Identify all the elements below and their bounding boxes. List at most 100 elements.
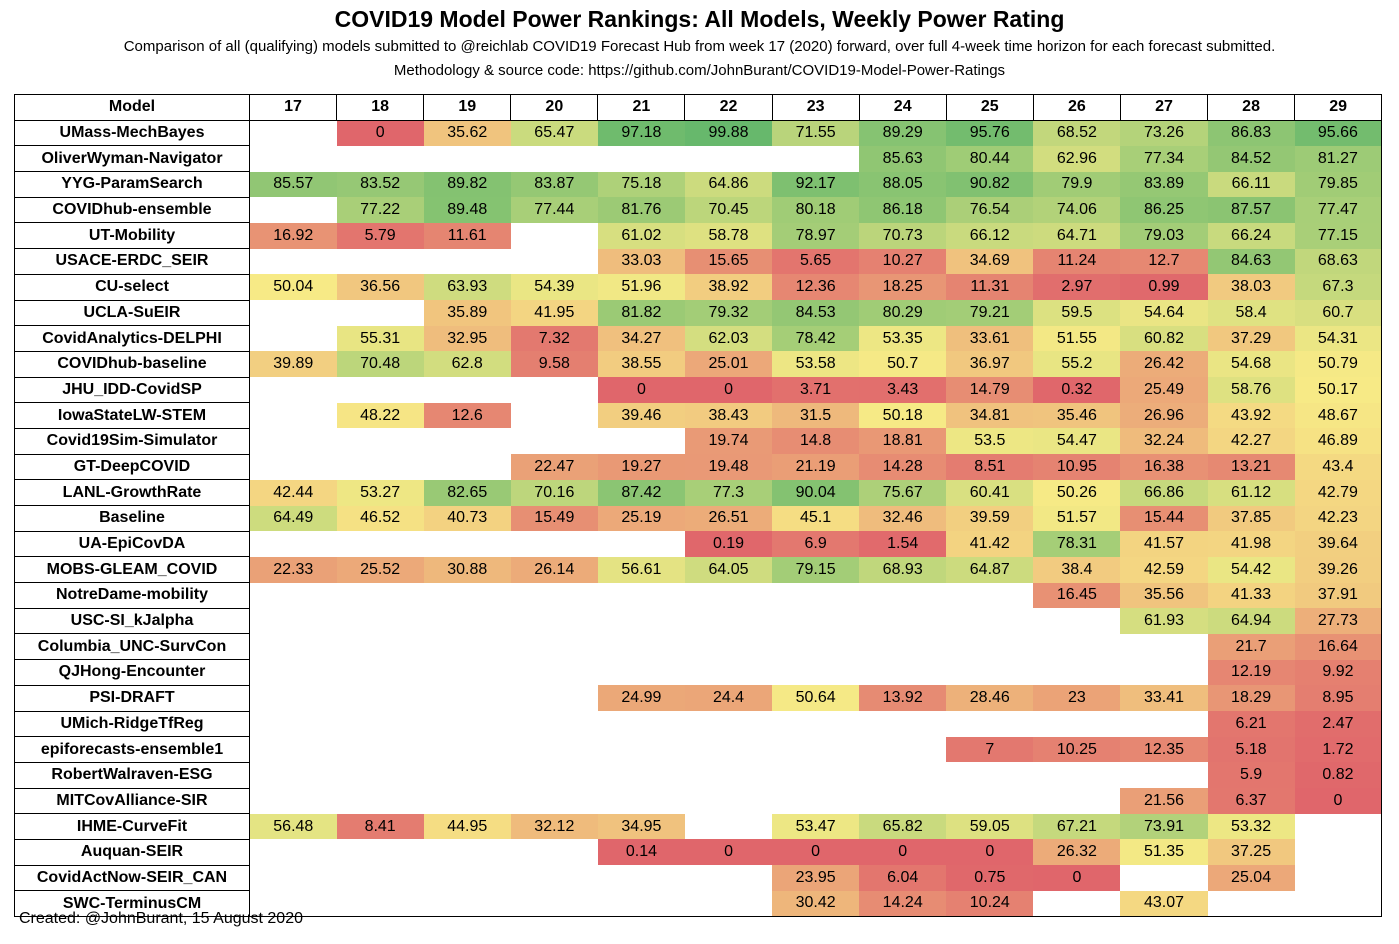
rating-cell: 54.31 <box>1294 325 1383 352</box>
rating-cell: 54.39 <box>510 274 598 300</box>
rating-cell: 39.64 <box>1294 531 1383 557</box>
rating-cell: 0.32 <box>1033 377 1121 403</box>
rating-cell: 63.93 <box>423 274 511 300</box>
rating-cell: 23.95 <box>772 865 860 891</box>
rating-cell: 24.4 <box>684 685 773 711</box>
rating-cell <box>250 146 337 172</box>
rating-cell: 34.81 <box>946 402 1034 429</box>
rating-cell: 56.61 <box>597 556 685 583</box>
model-row: JHU_IDD-CovidSP 0 0 3.71 3.43 14.79 0.32 25.49 5… <box>14 376 1383 404</box>
rating-cell <box>337 300 424 326</box>
rating-cell: 42.23 <box>1294 505 1383 532</box>
rating-cell: 0 <box>684 377 773 403</box>
rating-cell <box>598 865 685 891</box>
model-name: UT-Mobility <box>14 222 250 250</box>
rating-cell: 0.99 <box>1120 274 1208 300</box>
rating-cell: 6.9 <box>772 531 860 557</box>
rating-cell <box>337 865 424 891</box>
rating-cell: 18.25 <box>859 274 947 300</box>
rating-cell: 1.72 <box>1294 736 1383 763</box>
rating-cell <box>1033 711 1120 737</box>
rating-cell <box>337 454 424 480</box>
rating-cell: 30.88 <box>423 556 511 583</box>
rating-cell: 45.1 <box>772 505 860 532</box>
rating-cell: 90.04 <box>772 479 860 506</box>
rating-cell: 37.29 <box>1207 325 1295 352</box>
model-column-header: Model <box>14 94 250 121</box>
rating-cell <box>946 660 1033 686</box>
rating-cell: 84.53 <box>772 300 860 326</box>
rating-cell <box>424 685 511 711</box>
model-name: CovidAnalytics-DELPHI <box>14 325 250 352</box>
rating-cell <box>946 608 1033 634</box>
rating-cell: 33.41 <box>1120 685 1208 711</box>
rating-cell: 16.45 <box>1033 582 1121 609</box>
chart-title: COVID19 Model Power Rankings: All Models… <box>334 6 1065 32</box>
rating-cell: 86.18 <box>859 197 947 223</box>
rating-cell <box>424 839 511 865</box>
model-row: COVIDhub-ensemble 77.22 89.48 77.44 81.76 70.… <box>14 196 1383 224</box>
rating-cell: 42.79 <box>1294 479 1383 506</box>
rating-cell <box>1033 788 1120 814</box>
rating-cell: 27.73 <box>1294 608 1383 634</box>
rating-cell: 64.05 <box>684 556 773 583</box>
rating-cell: 62.8 <box>423 351 511 378</box>
rating-cell: 89.48 <box>423 197 511 223</box>
rating-cell <box>1120 865 1207 891</box>
rating-cell: 44.95 <box>423 813 511 840</box>
rating-cell: 16.92 <box>249 222 337 249</box>
rating-cell <box>685 762 772 788</box>
rating-cell: 38.4 <box>1033 556 1121 583</box>
model-row: PSI-DRAFT 24.99 24.4 50.64 13.92 28.46 23 33.41… <box>14 684 1383 712</box>
rating-cell <box>859 608 946 634</box>
week-column-header: 24 <box>858 94 947 121</box>
rating-cell <box>337 249 424 275</box>
rating-cell <box>511 223 598 249</box>
rating-cell <box>424 146 511 172</box>
rating-cell <box>337 146 424 172</box>
rating-cell: 32.95 <box>423 325 511 352</box>
rating-cell: 50.18 <box>859 402 947 429</box>
rating-cell: 70.16 <box>510 479 598 506</box>
rating-cell <box>772 660 859 686</box>
rating-cell: 0.19 <box>684 531 773 557</box>
model-name: Covid19Sim-Simulator <box>14 427 250 455</box>
rating-cell <box>1033 890 1121 917</box>
rating-cell: 62.03 <box>684 325 773 352</box>
rating-cell: 86.83 <box>1207 120 1295 146</box>
model-name: CovidActNow-SEIR_CAN <box>14 864 250 892</box>
model-row: UA-EpiCovDA 0.19 6.9 1.54 41.42 78.31 41.57 41.… <box>14 530 1383 558</box>
rating-cell: 14.79 <box>946 377 1034 403</box>
rating-cell: 79.21 <box>946 300 1034 326</box>
rating-cell: 15.44 <box>1120 505 1208 532</box>
rating-cell: 89.29 <box>859 120 947 146</box>
rating-cell <box>1120 634 1207 660</box>
rating-cell <box>250 685 337 711</box>
rating-cell: 78.31 <box>1033 531 1121 557</box>
rating-cell <box>772 788 859 814</box>
model-name: JHU_IDD-CovidSP <box>14 376 250 404</box>
rating-cell: 25.52 <box>336 556 424 583</box>
rating-cell <box>511 583 598 609</box>
rating-cell: 54.47 <box>1033 428 1121 455</box>
rating-cell <box>250 608 337 634</box>
rating-cell: 64.86 <box>684 171 773 198</box>
rating-cell: 2.47 <box>1294 711 1383 737</box>
model-row: MOBS-GLEAM_COVID 22.33 25.52 30.88 26.14 56.6… <box>14 556 1383 584</box>
rating-cell: 61.12 <box>1207 479 1295 506</box>
rating-cell: 97.18 <box>597 120 685 146</box>
rating-cell: 64.87 <box>946 556 1034 583</box>
rating-cell: 43.92 <box>1207 402 1295 429</box>
model-name: LANL-GrowthRate <box>14 479 250 506</box>
rating-cell <box>423 890 511 917</box>
rating-cell: 26.96 <box>1120 402 1208 429</box>
rating-cell: 11.24 <box>1033 248 1121 275</box>
rating-cell <box>511 634 598 660</box>
week-column-header: 20 <box>510 94 599 121</box>
rating-cell: 73.26 <box>1120 120 1208 146</box>
rating-cell: 9.92 <box>1294 659 1383 686</box>
rating-cell: 99.88 <box>684 120 773 146</box>
rating-cell: 64.49 <box>249 505 337 532</box>
rating-cell: 0 <box>684 839 773 866</box>
rating-cell: 86.25 <box>1120 197 1208 223</box>
